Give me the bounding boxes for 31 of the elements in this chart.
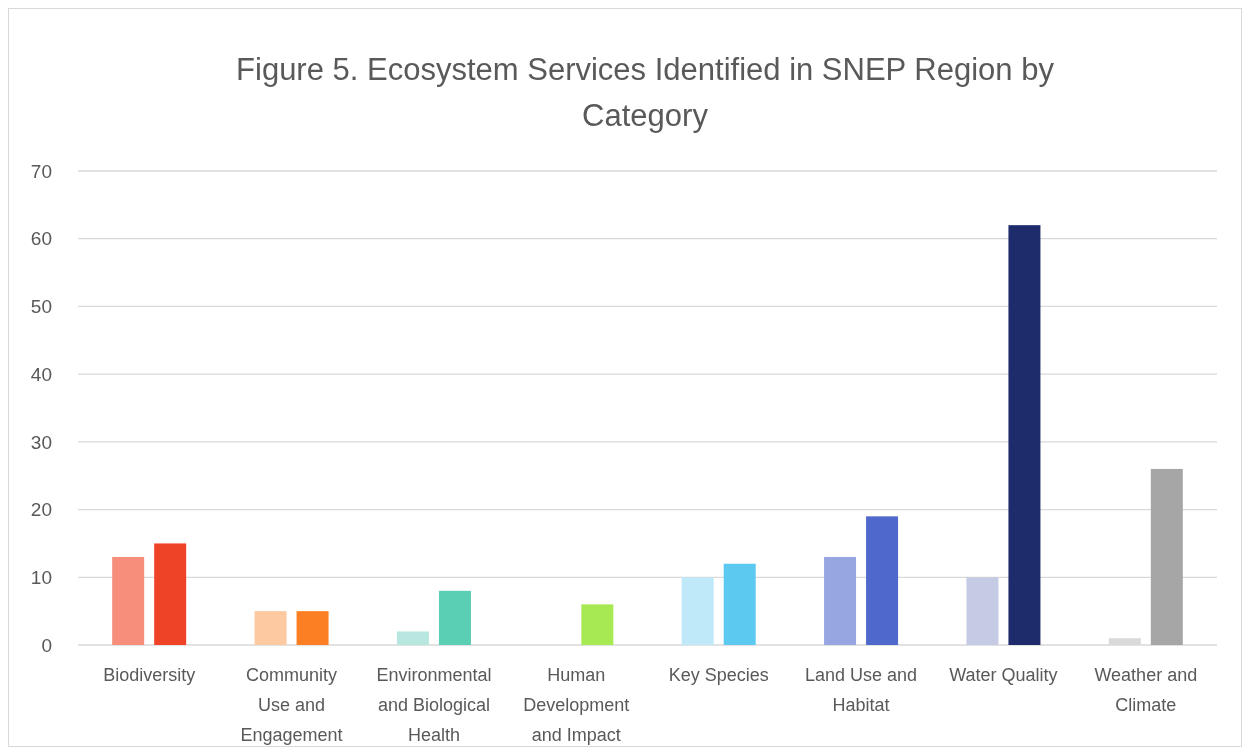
- x-tick-label: Weather and Climate: [1094, 665, 1198, 715]
- y-tick-label: 70: [30, 160, 52, 182]
- bar: [154, 543, 187, 645]
- x-tick-label: Environmental and Biological Health: [376, 665, 492, 745]
- bar: [438, 590, 471, 645]
- bar: [396, 631, 429, 645]
- chart-title: Figure 5. Ecosystem Services Identified in SNEP Region by Category: [236, 52, 1055, 133]
- y-tick-label: 40: [30, 363, 52, 385]
- bar: [966, 577, 999, 645]
- bar: [824, 556, 857, 645]
- x-tick-label: Key Species: [668, 665, 769, 685]
- x-tick-label: Water Quality: [949, 665, 1058, 685]
- y-tick-label: 10: [30, 566, 52, 588]
- x-tick-label: Community Use and Engagement: [240, 665, 343, 745]
- y-tick-label: 0: [41, 634, 52, 656]
- bar: [254, 611, 287, 645]
- bar: [581, 604, 614, 645]
- x-tick-label: Biodiversity: [103, 665, 196, 685]
- y-tick-label: 30: [30, 431, 52, 453]
- x-tick-label: Land Use and Habitat: [805, 665, 918, 715]
- bar: [1008, 225, 1041, 645]
- bar: [681, 577, 714, 645]
- x-tick-label: Human Development and Impact: [523, 665, 630, 745]
- bar: [112, 556, 145, 645]
- y-tick-label: 20: [30, 499, 52, 521]
- bar: [723, 563, 756, 645]
- bar: [1150, 468, 1183, 645]
- y-tick-label: 60: [30, 228, 52, 250]
- y-tick-label: 50: [30, 296, 52, 318]
- bar: [296, 611, 329, 645]
- bar: [866, 516, 899, 645]
